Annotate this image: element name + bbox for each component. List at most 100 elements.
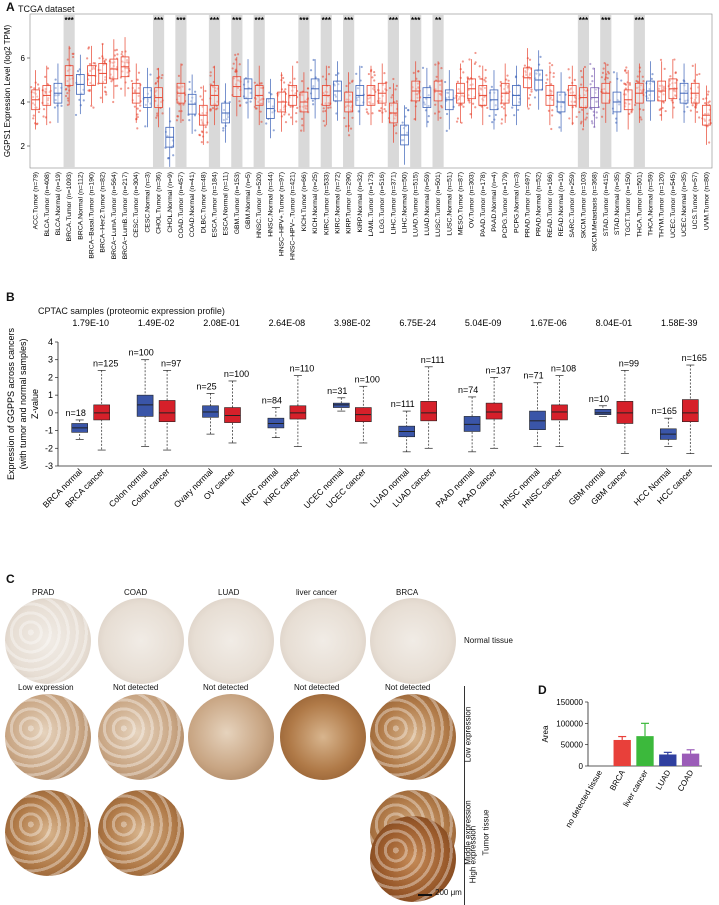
panel-a-point — [455, 120, 459, 123]
panel-a-point — [529, 93, 532, 97]
panel-a-point — [413, 117, 416, 121]
panel-a-point — [460, 103, 463, 106]
panel-a-point — [188, 119, 191, 122]
panel-a-point — [37, 110, 41, 114]
panel-a-point — [234, 83, 237, 86]
panel-a-point — [82, 99, 85, 102]
panel-b-n-label: n=137 — [485, 365, 510, 375]
panel-a-point — [595, 116, 598, 119]
panel-a-point — [507, 79, 510, 82]
panel-a-xtick-label: SARC.Tumor (n=259) — [569, 172, 576, 238]
panel-a-point — [549, 71, 552, 74]
panel-a-point — [466, 76, 469, 79]
panel-a-point — [468, 99, 471, 102]
panel-a-point — [120, 53, 123, 56]
panel-a-point — [573, 100, 576, 104]
panel-b-pvalue: 5.04E-09 — [465, 318, 502, 328]
panel-a-point — [372, 87, 375, 90]
panel-a-point — [551, 64, 554, 67]
panel-b-ytick-label: 3 — [48, 355, 53, 365]
panel-a-point — [348, 82, 351, 85]
panel-a-point — [488, 114, 491, 118]
panel-a-point — [703, 112, 707, 116]
panel-a-xtick-label: BLCA.Normal (n=19) — [55, 172, 62, 235]
panel-a-xtick-label: LIHC.Tumor (n=371) — [390, 172, 397, 234]
panel-a-point — [209, 83, 212, 86]
panel-a-point — [54, 86, 57, 90]
panel-d-bar — [681, 753, 700, 766]
panel-a-xtick-label: KIRC.Normal (n=72) — [334, 172, 341, 234]
panel-a-point — [550, 83, 553, 86]
panel-a-point — [624, 105, 627, 108]
panel-a-point — [600, 76, 603, 79]
panel-a-point — [460, 94, 464, 97]
panel-a-point — [343, 116, 346, 120]
panel-d-xtick-label: COAD — [676, 768, 695, 793]
panel-a-point — [697, 86, 700, 89]
panel-b-ylabel-1: Expression of GGPPS across cancers — [6, 327, 16, 480]
panel-a-point — [457, 87, 460, 91]
panel-a-point — [493, 118, 496, 121]
panel-a-xtick-label: LUSC.Tumor (n=501) — [435, 172, 442, 237]
panel-a-point — [674, 90, 677, 93]
panel-a-point — [214, 89, 217, 93]
panel-a-sig: *** — [210, 16, 220, 25]
panel-a-point — [284, 88, 287, 91]
panel-a-point — [407, 108, 410, 112]
panel-a-point — [236, 86, 240, 90]
panel-a-point — [674, 71, 677, 74]
panel-a-point — [104, 86, 107, 89]
panel-a-point — [36, 95, 39, 98]
panel-a-point — [104, 75, 107, 79]
panel-a-point — [427, 115, 430, 118]
panel-a-xtick-label: PRAD.Tumor (n=497) — [525, 172, 532, 238]
panel-b-n-label: n=18 — [66, 408, 86, 418]
panel-a-point — [33, 91, 36, 94]
panel-a-point — [115, 48, 119, 51]
panel-a-point — [300, 92, 303, 95]
panel-a-point — [539, 55, 542, 58]
panel-label-b: B — [6, 290, 15, 304]
panel-a-sig: *** — [635, 16, 645, 25]
panel-a-point — [517, 108, 520, 112]
panel-b-pvalue: 2.08E-01 — [203, 318, 240, 328]
panel-a-point — [155, 116, 158, 119]
panel-a-point — [384, 103, 387, 107]
panel-a-sig: *** — [64, 16, 74, 25]
panel-a-point — [287, 113, 291, 116]
panel-a-xtick-label: HNSC−HPV−.Tumor (n=421) — [290, 172, 297, 260]
panel-a-point — [695, 73, 699, 76]
panel-a-point — [445, 129, 448, 132]
panel-a-xtick-label: HNSC.Tumor (n=520) — [256, 172, 263, 238]
panel-a-point — [384, 110, 387, 113]
panel-a-point — [530, 90, 533, 93]
panel-a-point — [456, 80, 459, 83]
panel-a-point — [533, 96, 537, 99]
panel-a-sig: *** — [232, 16, 242, 25]
panel-a-xtick-label: THCA.Normal (n=59) — [648, 172, 655, 236]
panel-a-point — [404, 106, 408, 110]
panel-a-point — [271, 111, 274, 114]
panel-a-point — [265, 122, 268, 125]
panel-a-point — [35, 106, 38, 109]
panel-a-point — [400, 139, 403, 142]
panel-a-point — [136, 107, 139, 110]
panel-a-point — [412, 71, 415, 75]
panel-a-point — [635, 86, 639, 89]
panel-a-xtick-label: BRCA−Her2.Tumor (n=82) — [100, 172, 107, 253]
panel-a-point — [44, 87, 47, 91]
panel-a-point — [65, 87, 68, 91]
panel-a-point — [156, 77, 159, 80]
panel-a-point — [144, 125, 147, 128]
panel-a-point — [367, 97, 370, 100]
panel-a-point — [300, 129, 303, 132]
panel-d-ytick-label: 50000 — [561, 741, 584, 750]
panel-a-point — [707, 90, 710, 93]
panel-a-point — [395, 84, 398, 87]
ihc-normal-brca — [370, 598, 456, 684]
panel-a-point — [245, 96, 248, 99]
panel-a-sig: *** — [176, 16, 186, 25]
panel-d-ytick-label: 150000 — [556, 698, 583, 707]
panel-a-point — [110, 80, 113, 83]
panel-a-point — [484, 68, 487, 72]
